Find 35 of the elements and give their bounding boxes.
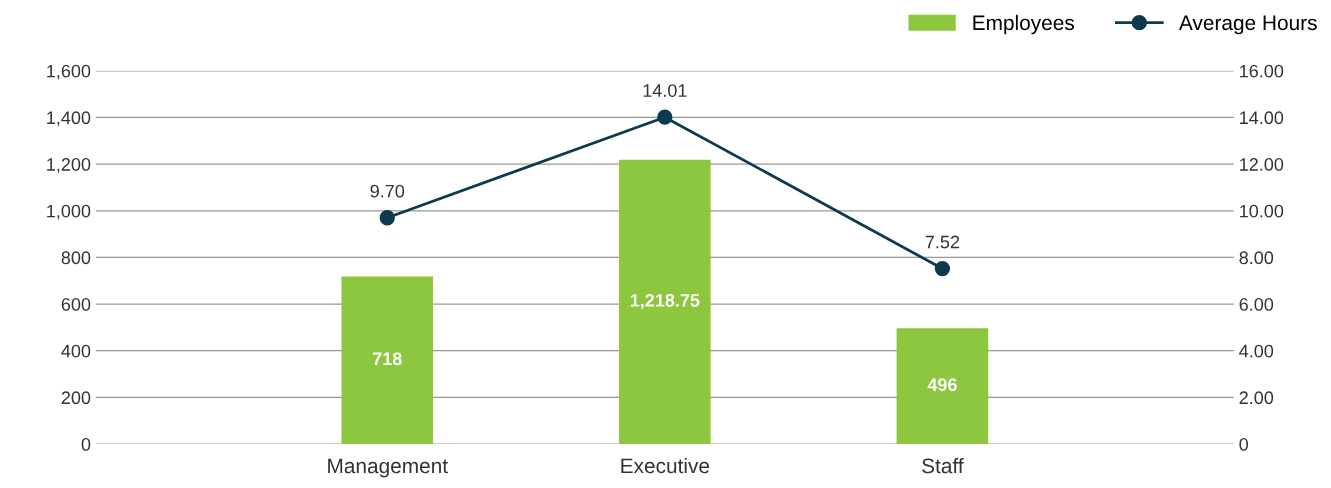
y-tick-label: 800 bbox=[61, 251, 91, 265]
y-tick-label: 1,200 bbox=[47, 158, 91, 173]
x-tick-label: Executive bbox=[621, 457, 710, 474]
bar bbox=[619, 159, 711, 445]
y2-tick-label: 4.00 bbox=[1239, 344, 1274, 358]
y-tick-label: 1,400 bbox=[47, 111, 91, 127]
y2-tick-label: 0 bbox=[1239, 438, 1249, 451]
y2-tick-label: 16.00 bbox=[1240, 64, 1284, 78]
data-label: 718 bbox=[372, 352, 402, 366]
bar bbox=[896, 328, 989, 445]
data-label: 9.70 bbox=[370, 184, 405, 198]
y-tick-label: 1,000 bbox=[47, 204, 91, 220]
point bbox=[379, 210, 395, 226]
y2-tick-label: 2.00 bbox=[1239, 391, 1274, 405]
point bbox=[934, 260, 951, 277]
data-label: 14.01 bbox=[643, 84, 687, 97]
data-label: 1,218.75 bbox=[630, 293, 700, 310]
data-label: 7.52 bbox=[925, 235, 960, 249]
x-tick-label: Management bbox=[328, 458, 448, 478]
legend-label: Employees bbox=[973, 14, 1075, 35]
x-tick-label: Staff bbox=[922, 457, 964, 474]
y-tick-label: 400 bbox=[61, 344, 91, 358]
legend-label: Average Hours bbox=[1178, 15, 1317, 35]
bar bbox=[341, 276, 434, 445]
y2-tick-label: 14.00 bbox=[1240, 111, 1284, 125]
y2-tick-label: 8.00 bbox=[1239, 251, 1274, 265]
y-tick-label: 1,600 bbox=[47, 64, 91, 80]
y-tick-label: 600 bbox=[61, 298, 91, 311]
y2-tick-label: 10.00 bbox=[1240, 204, 1284, 218]
y-tick-label: 200 bbox=[61, 391, 91, 405]
y2-tick-label: 12.00 bbox=[1240, 158, 1284, 171]
y-tick-label: 0 bbox=[81, 438, 91, 451]
point bbox=[657, 109, 673, 125]
data-label: 496 bbox=[927, 378, 957, 392]
y2-tick-label: 6.00 bbox=[1239, 298, 1274, 311]
